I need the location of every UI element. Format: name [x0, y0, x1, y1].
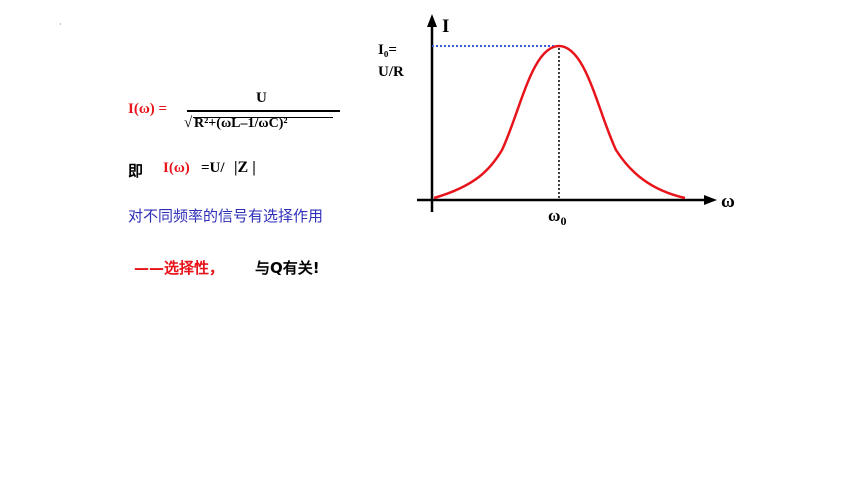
equivalent-rhs: =U/: [201, 160, 225, 176]
equivalent-z: |Z |: [234, 159, 256, 176]
equivalent-prefix: 即: [128, 162, 144, 180]
peak-value-label-line2: U/R: [378, 64, 404, 80]
resonance-curve: [433, 44, 686, 200]
formula-denominator: R²+(ωL–1/ωC)²: [194, 116, 288, 131]
formula-lhs: I(ω) =: [128, 101, 168, 117]
selectivity-text: 对不同频率的信号有选择作用: [128, 207, 324, 225]
fraction-line: [187, 110, 340, 112]
y-axis-label: I: [442, 16, 449, 37]
x-axis-arrow: [704, 195, 717, 205]
selectivity-label: ——选择性，: [134, 259, 225, 277]
corner-mark: ·: [59, 20, 62, 29]
radical-sign: √: [184, 115, 193, 131]
q-relation-text: 与Q有关!: [255, 259, 320, 277]
peak-value-label-line1: I₀=: [378, 42, 397, 58]
formula-numerator: U: [256, 90, 267, 106]
y-axis-arrow: [427, 14, 437, 27]
resonance-frequency-label: ω0: [548, 206, 566, 228]
x-axis-label: ω: [721, 191, 735, 212]
radical-bar: [193, 117, 333, 118]
equivalent-lhs: I(ω): [163, 160, 190, 176]
